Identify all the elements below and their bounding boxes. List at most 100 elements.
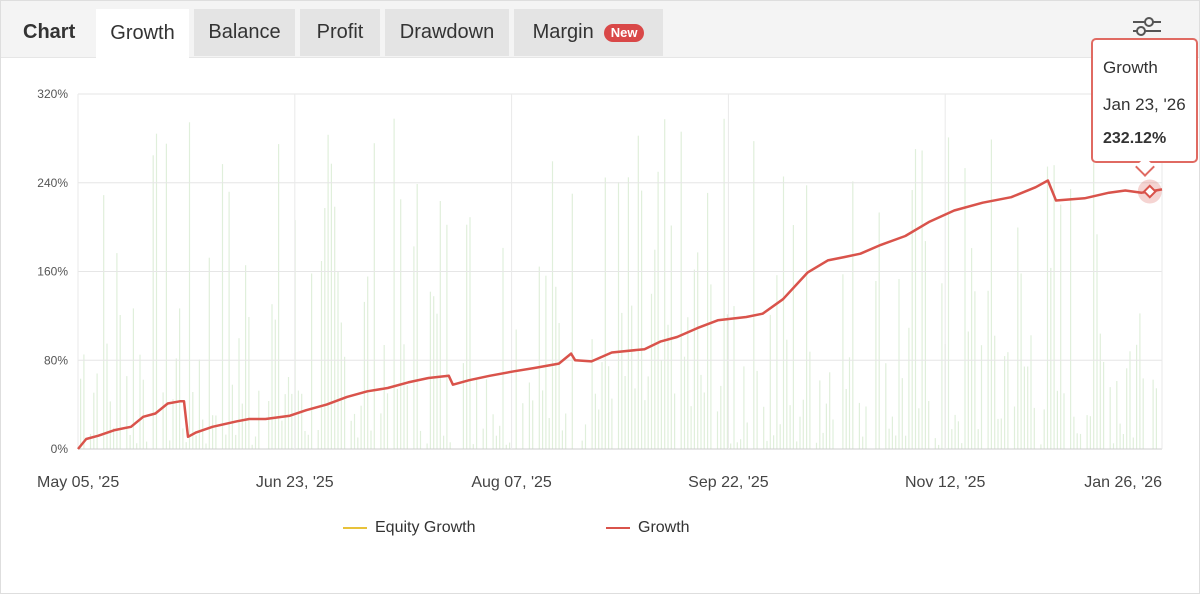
volume-bar: [650, 293, 653, 449]
volume-bar: [116, 253, 118, 449]
volume-bar: [637, 135, 639, 449]
volume-bar: [119, 315, 121, 449]
volume-bar: [416, 184, 418, 449]
volume-bar: [1023, 366, 1025, 449]
volume-bar: [268, 401, 270, 449]
tab-margin[interactable]: Margin New: [514, 9, 663, 56]
volume-bar: [551, 161, 554, 450]
volume-bar: [1076, 433, 1078, 449]
volume-bar: [485, 379, 488, 449]
volume-bar: [212, 415, 214, 449]
volume-bar: [647, 376, 649, 449]
tab-profit[interactable]: Profit: [300, 9, 380, 56]
volume-bar: [934, 438, 936, 449]
volume-bar: [924, 241, 926, 449]
growth-chart: 0% 80% 160% 240% 320% May 05, '25 Jun 23, '25…: [37, 87, 1163, 491]
volume-bar: [109, 401, 111, 449]
volume-bars: [80, 118, 1157, 450]
volume-bar: [687, 317, 689, 449]
volume-bar: [238, 338, 240, 449]
volume-bar: [809, 351, 811, 449]
tab-growth[interactable]: Growth: [96, 9, 189, 58]
volume-bar: [634, 388, 636, 449]
volume-bar: [740, 439, 742, 449]
volume-bar: [413, 246, 415, 449]
volume-bar: [429, 291, 431, 449]
volume-bar: [1007, 352, 1009, 449]
tab-drawdown[interactable]: Drawdown: [385, 9, 509, 56]
volume-bar: [829, 372, 831, 449]
tooltip-date: Jan 23, '26: [1103, 95, 1186, 114]
volume-bar: [664, 119, 666, 449]
volume-bar: [1152, 379, 1154, 449]
volume-bar: [142, 379, 144, 449]
volume-bar: [172, 399, 174, 449]
volume-bar: [928, 401, 930, 449]
volume-bar: [730, 443, 732, 449]
volume-bar: [756, 370, 758, 449]
volume-bar: [901, 378, 903, 449]
legend-item-equity-growth[interactable]: Equity Growth: [343, 519, 475, 537]
x-tick-label: Sep 22, '25: [688, 474, 769, 491]
volume-bar: [509, 442, 511, 449]
volume-bar: [1079, 433, 1082, 449]
volume-bar: [789, 405, 791, 449]
volume-bar: [393, 118, 395, 449]
volume-bar: [113, 427, 115, 449]
volume-bar: [357, 437, 359, 449]
y-axis: 0% 80% 160% 240% 320%: [37, 87, 68, 456]
volume-bar: [476, 377, 478, 449]
volume-bar: [311, 273, 313, 449]
volume-bar: [185, 442, 187, 449]
volume-bar: [1139, 313, 1141, 449]
y-tick-label: 320%: [37, 87, 68, 101]
volume-bar: [683, 356, 686, 449]
volume-bar: [994, 335, 996, 449]
tooltip-series: Growth: [1103, 58, 1158, 77]
volume-bar: [690, 406, 692, 449]
volume-bar: [799, 416, 801, 449]
volume-bar: [723, 118, 725, 450]
volume-bar: [1017, 227, 1019, 449]
volume-bar: [908, 327, 910, 449]
volume-bar: [307, 434, 309, 449]
volume-bar: [862, 436, 864, 449]
volume-bar: [710, 284, 712, 449]
volume-bar: [492, 414, 494, 449]
volume-bar: [400, 199, 402, 449]
volume-bar: [136, 443, 138, 449]
legend-item-growth[interactable]: Growth: [606, 519, 690, 537]
volume-bar: [865, 406, 867, 449]
tab-drawdown-label: Drawdown: [399, 21, 495, 43]
volume-bar: [1109, 387, 1111, 449]
volume-bar: [383, 345, 385, 449]
volume-bar: [165, 143, 167, 449]
volume-bar: [581, 440, 583, 449]
y-tick-label: 160%: [37, 265, 68, 279]
volume-bar: [875, 281, 877, 449]
volume-bar: [324, 208, 326, 449]
volume-bar: [766, 440, 768, 449]
x-tick-label: Jun 23, '25: [256, 474, 334, 491]
volume-bar: [782, 176, 785, 449]
volume-bar: [495, 435, 497, 449]
volume-bar: [1086, 415, 1088, 449]
volume-bar: [611, 398, 613, 449]
volume-bar: [1093, 128, 1095, 450]
volume-bar: [707, 192, 709, 449]
y-tick-label: 80%: [44, 353, 68, 367]
volume-bar: [674, 393, 676, 449]
volume-bar: [482, 428, 484, 449]
volume-bar: [594, 393, 596, 449]
volume-bar: [380, 413, 382, 449]
tab-balance[interactable]: Balance: [194, 9, 295, 56]
volume-bar: [621, 312, 623, 449]
volume-bar: [753, 141, 755, 449]
volume-bar: [736, 442, 738, 449]
legend-swatch-equity: [343, 527, 367, 529]
volume-bar: [241, 403, 243, 449]
volume-bar: [891, 416, 893, 449]
new-badge: New: [603, 23, 645, 42]
tooltip-value: 232.12%: [1103, 130, 1167, 147]
volume-bar: [971, 248, 973, 449]
